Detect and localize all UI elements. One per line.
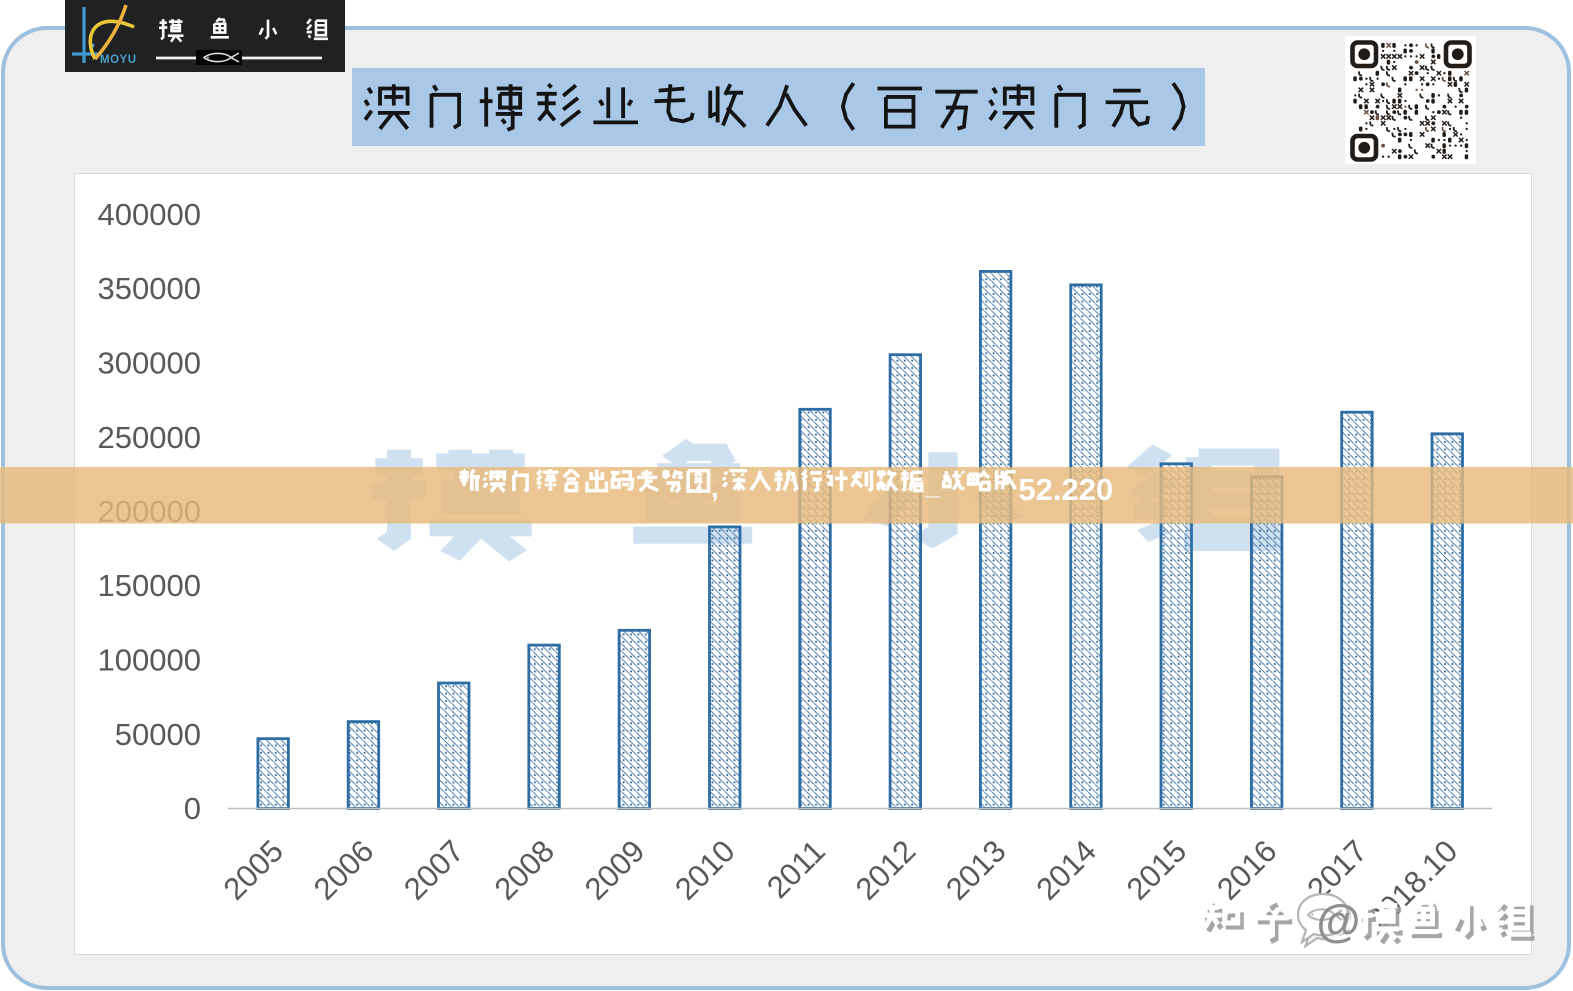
svg-text:2014: 2014	[1029, 833, 1103, 907]
svg-text:@: @	[1317, 896, 1361, 947]
svg-text:50000: 50000	[115, 717, 201, 752]
svg-text:2009: 2009	[578, 833, 652, 907]
svg-text:350000: 350000	[98, 271, 201, 306]
svg-text:400000: 400000	[98, 197, 201, 232]
svg-text:2005: 2005	[217, 833, 291, 907]
svg-text:52.220: 52.220	[1018, 472, 1113, 507]
svg-text:2010: 2010	[668, 833, 742, 907]
svg-text:MOYU: MOYU	[100, 54, 137, 66]
svg-text:100000: 100000	[98, 643, 201, 678]
svg-text:2006: 2006	[307, 833, 381, 907]
svg-text:2015: 2015	[1120, 833, 1194, 907]
svg-text:,: ,	[711, 473, 719, 503]
svg-text:2013: 2013	[939, 833, 1013, 907]
svg-text:2012: 2012	[849, 833, 923, 907]
svg-text:2008: 2008	[488, 833, 562, 907]
svg-text:300000: 300000	[98, 346, 201, 381]
svg-text:_: _	[924, 470, 941, 500]
svg-text:2011: 2011	[760, 833, 832, 905]
svg-text:2007: 2007	[397, 833, 471, 907]
svg-text:2016: 2016	[1210, 833, 1284, 907]
svg-text:250000: 250000	[98, 420, 201, 455]
svg-text:0: 0	[184, 791, 201, 826]
svg-text:150000: 150000	[98, 568, 201, 603]
